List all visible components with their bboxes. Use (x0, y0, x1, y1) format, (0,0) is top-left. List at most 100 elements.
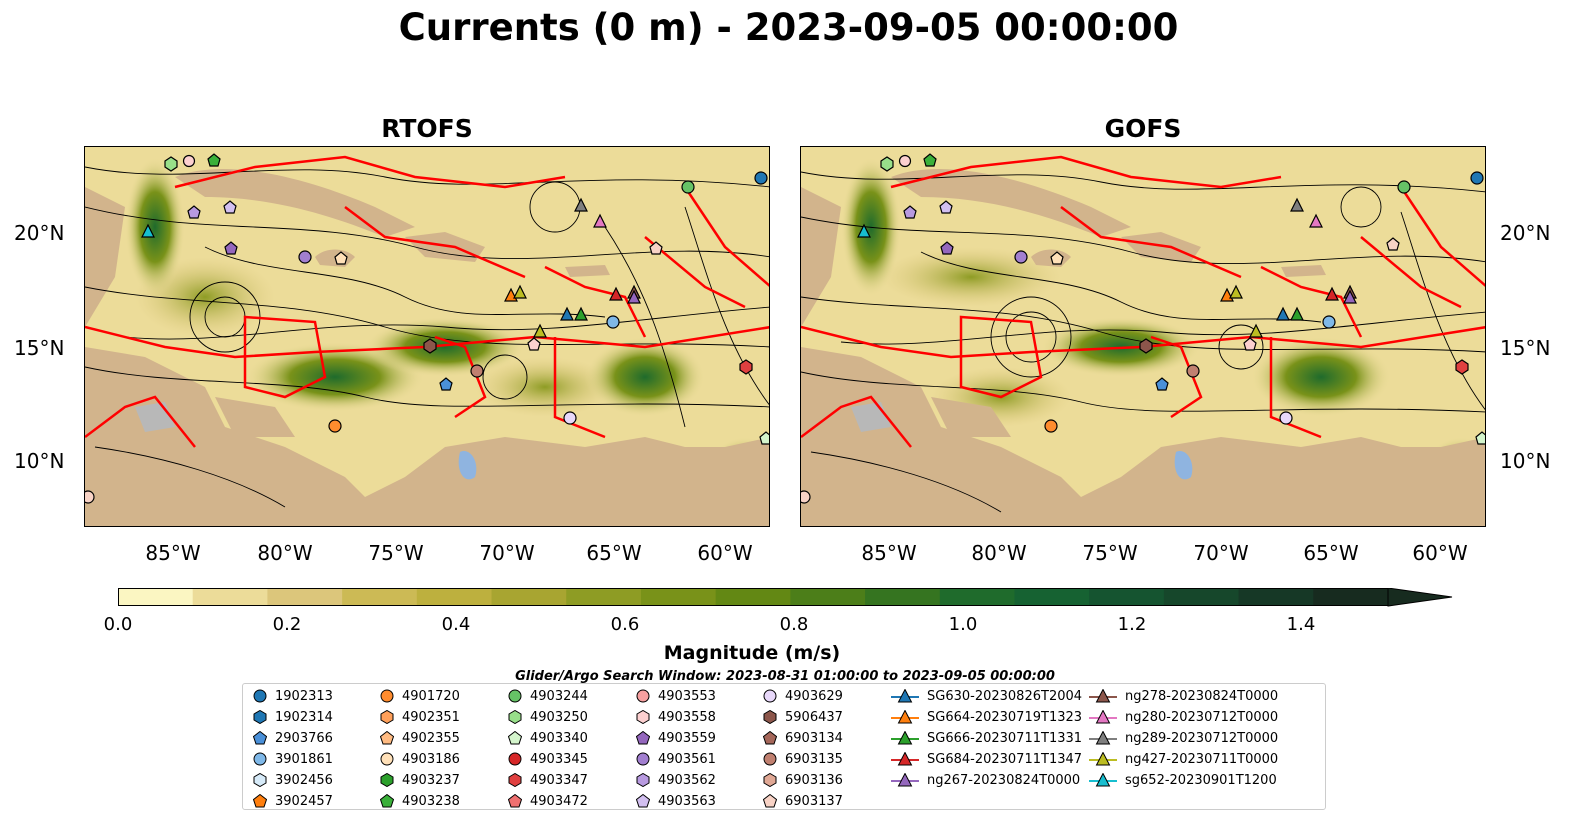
colorbar (118, 587, 1453, 612)
legend-item: 4903186 (380, 749, 460, 769)
legend-item: 4903562 (636, 770, 716, 790)
colorbar-swatch (118, 588, 194, 606)
lon-label-85w-right: 85°W (861, 541, 917, 565)
legend-item-label: 4903563 (658, 793, 716, 809)
legend-item-label: 6903137 (785, 793, 843, 809)
colorbar-swatch (1163, 588, 1240, 606)
legend-item: SG664-20230719T1323 (891, 707, 1082, 727)
lon-label-85w-left: 85°W (145, 541, 201, 565)
legend-item-label: 2903766 (275, 730, 333, 746)
circle-marker-icon (636, 752, 650, 766)
hexagon-marker-icon (253, 773, 267, 787)
hexagon-marker-icon (636, 773, 650, 787)
colorbar-label: Magnitude (m/s) (663, 642, 841, 664)
colorbar-swatch (1089, 588, 1165, 606)
legend-item-label: 4903347 (530, 772, 588, 788)
triangle-marker-icon (891, 731, 919, 745)
pentagon-marker-icon (508, 731, 522, 745)
colorbar-tick-3: 0.6 (610, 614, 640, 635)
colorbar-tick-1: 0.2 (272, 614, 302, 635)
legend-item: ng427-20230711T0000 (1089, 749, 1278, 769)
lon-label-80w-left: 80°W (257, 541, 313, 565)
circle-marker-icon (636, 689, 650, 703)
lat-label-20n-left: 20°N (14, 221, 65, 245)
panel-title-gofs: GOFS (1104, 114, 1182, 143)
legend-item-label: SG664-20230719T1323 (927, 709, 1083, 725)
colorbar-border (118, 588, 1389, 606)
legend-item-label: 4903472 (530, 793, 588, 809)
legend-item-label: 4903559 (658, 730, 716, 746)
legend-item-label: 4903250 (530, 709, 588, 725)
hexagon-marker-icon (508, 773, 522, 787)
colorbar-swatch (939, 588, 1015, 606)
hexagon-marker-icon (763, 773, 777, 787)
hexagon-marker-icon (253, 710, 267, 724)
lon-label-70w-left: 70°W (479, 541, 535, 565)
circle-marker-icon (380, 689, 394, 703)
pentagon-marker-icon (253, 731, 267, 745)
legend-title: Glider/Argo Search Window: 2023-08-31 01… (515, 669, 1055, 684)
legend-item-label: SG684-20230711T1347 (927, 751, 1083, 767)
legend-item: 4903629 (763, 686, 843, 706)
colorbar-swatch (416, 588, 493, 606)
pentagon-marker-icon (380, 794, 394, 808)
hexagon-marker-icon (508, 710, 522, 724)
colorbar-tick-2: 0.4 (441, 614, 471, 635)
triangle-marker-icon (891, 752, 919, 766)
colorbar-swatch (790, 588, 866, 606)
legend-item: ng278-20230824T0000 (1089, 686, 1278, 706)
legend-item-label: 4902351 (402, 709, 460, 725)
panel-title-rtofs: RTOFS (381, 114, 473, 143)
lat-label-10n-right: 10°N (1500, 449, 1551, 473)
legend-item-label: 4903237 (402, 772, 460, 788)
legend-item: 1902314 (253, 707, 333, 727)
legend-item: 4903559 (636, 728, 716, 748)
legend-item: 2903766 (253, 728, 333, 748)
hexagon-marker-icon (380, 773, 394, 787)
colorbar-swatch (491, 588, 567, 606)
legend-item: 4903250 (508, 707, 588, 727)
colorbar-swatch (715, 588, 791, 606)
legend-item: ng289-20230712T0000 (1089, 728, 1278, 748)
map-gofs[interactable] (800, 146, 1486, 527)
legend-item-label: 4903186 (402, 751, 460, 767)
legend-item-label: 4901720 (402, 688, 460, 704)
legend-item: 4901720 (380, 686, 460, 706)
legend-item: 6903135 (763, 749, 843, 769)
legend-item-label: ng289-20230712T0000 (1125, 730, 1279, 746)
legend-item: 4903553 (636, 686, 716, 706)
legend-item-label: 4903629 (785, 688, 843, 704)
lon-label-70w-right: 70°W (1193, 541, 1249, 565)
legend-item-label: 4903244 (530, 688, 588, 704)
legend-item: 4903244 (508, 686, 588, 706)
colorbar-tick-0: 0.0 (103, 614, 133, 635)
circle-marker-icon (763, 689, 777, 703)
legend-item-label: ng280-20230712T0000 (1125, 709, 1279, 725)
legend-item: sg652-20230901T1200 (1089, 770, 1277, 790)
legend-item-label: ng278-20230824T0000 (1125, 688, 1279, 704)
legend-item-label: 1902314 (275, 709, 333, 725)
lon-label-65w-right: 65°W (1303, 541, 1359, 565)
pentagon-marker-icon (508, 794, 522, 808)
legend-item-label: ng427-20230711T0000 (1125, 751, 1279, 767)
circle-marker-icon (508, 689, 522, 703)
circle-marker-icon (253, 689, 267, 703)
map-rtofs[interactable] (84, 146, 770, 527)
colorbar-swatch (566, 588, 642, 606)
pentagon-marker-icon (636, 731, 650, 745)
legend-item-label: 4903340 (530, 730, 588, 746)
legend-item-label: 6903135 (785, 751, 843, 767)
colorbar-swatch (1313, 588, 1389, 606)
lon-label-75w-left: 75°W (368, 541, 424, 565)
legend-item-label: SG666-20230711T1331 (927, 730, 1083, 746)
colorbar-swatch (1238, 588, 1314, 606)
legend-item: ng280-20230712T0000 (1089, 707, 1278, 727)
lat-label-15n-right: 15°N (1500, 336, 1551, 360)
legend-item-label: 6903134 (785, 730, 843, 746)
legend-item: 3901861 (253, 749, 333, 769)
figure-title: Currents (0 m) - 2023-09-05 00:00:00 (398, 6, 1179, 49)
triangle-marker-icon (891, 773, 919, 787)
pentagon-marker-icon (380, 731, 394, 745)
legend: 1902313 1902314 2903766 3901861 3902456 39024… (242, 683, 1326, 810)
colorbar-tick-7: 1.4 (1286, 614, 1316, 635)
